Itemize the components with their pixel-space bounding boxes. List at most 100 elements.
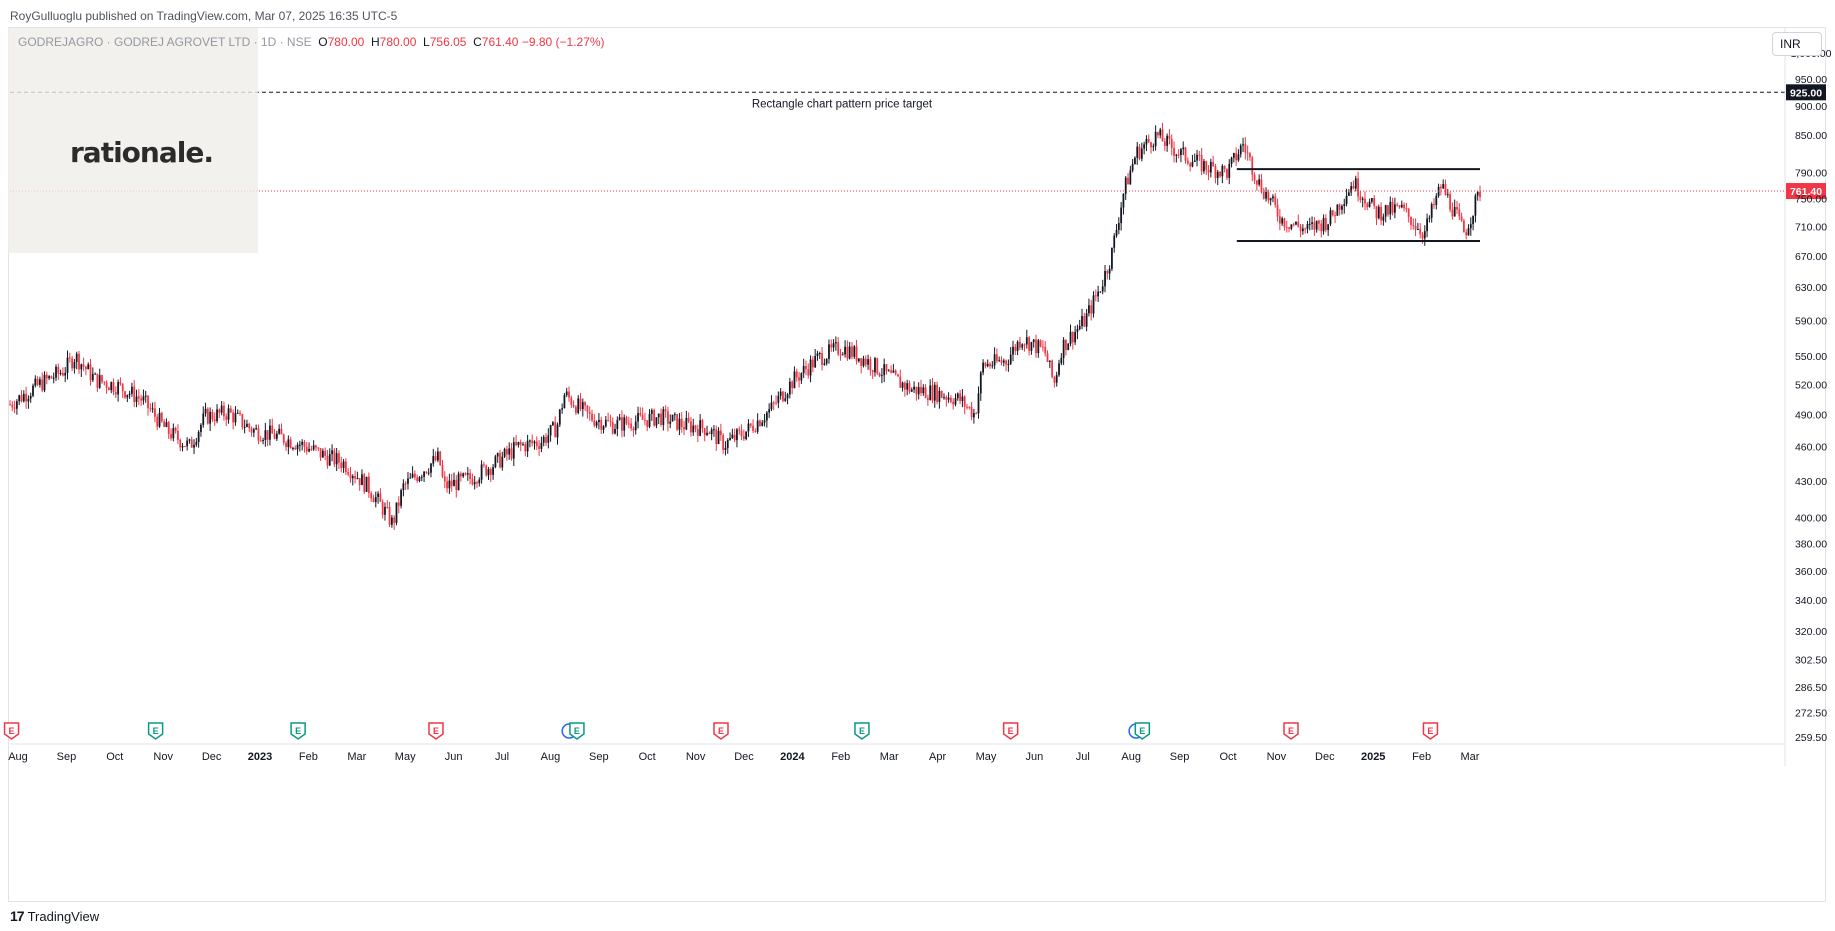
candle-body (906, 383, 909, 390)
candle-body (621, 417, 623, 431)
candle-body (1290, 224, 1293, 229)
candle-body (1000, 360, 1003, 363)
candle-body (1216, 171, 1219, 178)
candle-body (335, 453, 338, 465)
earnings-event-icon (1002, 722, 1019, 740)
candle-body (473, 482, 476, 485)
candle-body (1221, 165, 1224, 177)
price-tick-label: 340.00 (1795, 595, 1827, 607)
time-tick-label: Aug (8, 751, 28, 763)
candle-body (1313, 222, 1316, 230)
candle-body (1092, 295, 1095, 314)
chart-frame (8, 27, 1826, 902)
candle-body (1267, 191, 1270, 201)
candle-body (163, 421, 166, 427)
candle-body (1145, 138, 1148, 145)
candle-body (503, 448, 506, 457)
candle-body (55, 366, 57, 378)
candle-body (1400, 204, 1403, 208)
candle-body (154, 408, 156, 417)
candle-body (1173, 148, 1175, 156)
candle-body (1032, 339, 1035, 343)
candle-body (80, 364, 83, 370)
candle-body (664, 409, 667, 412)
candle-body (1295, 221, 1297, 225)
candle-body (471, 479, 474, 485)
candle-body (20, 395, 23, 402)
candle-body (255, 428, 258, 430)
time-tick-label: Nov (153, 751, 173, 763)
candle-body (218, 409, 221, 413)
candle-body (149, 408, 152, 410)
candle-body (142, 396, 145, 401)
candle-body (1115, 229, 1118, 236)
price-tick-label: 380.00 (1795, 539, 1827, 551)
price-tick-label: 460.00 (1795, 442, 1827, 454)
candle-body (515, 442, 518, 445)
candle-body (609, 420, 612, 423)
candle-body (1134, 157, 1136, 165)
candle-body (370, 493, 373, 499)
time-tick-label: Apr (929, 751, 946, 763)
candle-body (342, 461, 345, 469)
candle-body (333, 450, 336, 465)
candle-body (1260, 179, 1263, 192)
candle-body (1423, 231, 1426, 239)
candle-body (938, 390, 941, 402)
candle-body (848, 346, 851, 359)
candle-body (1147, 138, 1150, 143)
candle-body (480, 464, 483, 480)
candle-body (683, 427, 685, 430)
candle-body (581, 402, 584, 410)
tradingview-brand[interactable]: 17 TradingView (10, 908, 99, 924)
candle-body (340, 462, 343, 469)
candle-body (770, 402, 773, 410)
time-tick-label: Mar (347, 751, 366, 763)
candle-body (91, 373, 94, 381)
annotations: Rectangle chart pattern price target 925.… (10, 84, 1826, 242)
candle-body (959, 393, 961, 401)
candle-body (252, 429, 255, 433)
candle-body (1368, 201, 1371, 208)
candle-body (269, 425, 271, 440)
candle-body (1382, 216, 1385, 221)
earnings-event-letter: E (574, 726, 580, 736)
candle-body (1193, 160, 1196, 162)
candle-body (1012, 346, 1014, 355)
candle-body (936, 384, 938, 402)
candle-body (736, 429, 738, 441)
open-label: O (318, 35, 328, 49)
candle-body (1200, 154, 1203, 172)
candle-body (897, 374, 899, 377)
candle-body (1023, 344, 1026, 346)
high-label: H (371, 35, 380, 49)
candle-body (285, 442, 287, 448)
candle-body (441, 464, 444, 477)
candle-body (1101, 286, 1104, 292)
price-tick-label: 400.00 (1795, 513, 1827, 525)
candle-body (259, 440, 262, 442)
candle-body (1163, 141, 1166, 146)
candle-body (634, 421, 637, 431)
candle-body (733, 434, 736, 441)
candle-body (404, 483, 407, 485)
candle-body (1138, 146, 1141, 159)
time-tick-label: 2025 (1361, 751, 1385, 763)
candle-body (303, 441, 306, 447)
candle-body (644, 419, 646, 421)
candle-body (82, 364, 85, 367)
currency-button[interactable]: INR (1772, 32, 1822, 56)
candle-body (798, 377, 800, 381)
candle-body (604, 419, 607, 427)
candle-body (310, 448, 313, 450)
candle-body (275, 433, 278, 439)
candle-body (312, 445, 315, 450)
candle-body (179, 439, 182, 448)
candle-body (1085, 313, 1088, 327)
candle-body (361, 474, 363, 486)
candle-body (1074, 331, 1077, 343)
candle-body (984, 362, 987, 367)
candle-body (450, 480, 453, 487)
candle-body (124, 391, 126, 398)
